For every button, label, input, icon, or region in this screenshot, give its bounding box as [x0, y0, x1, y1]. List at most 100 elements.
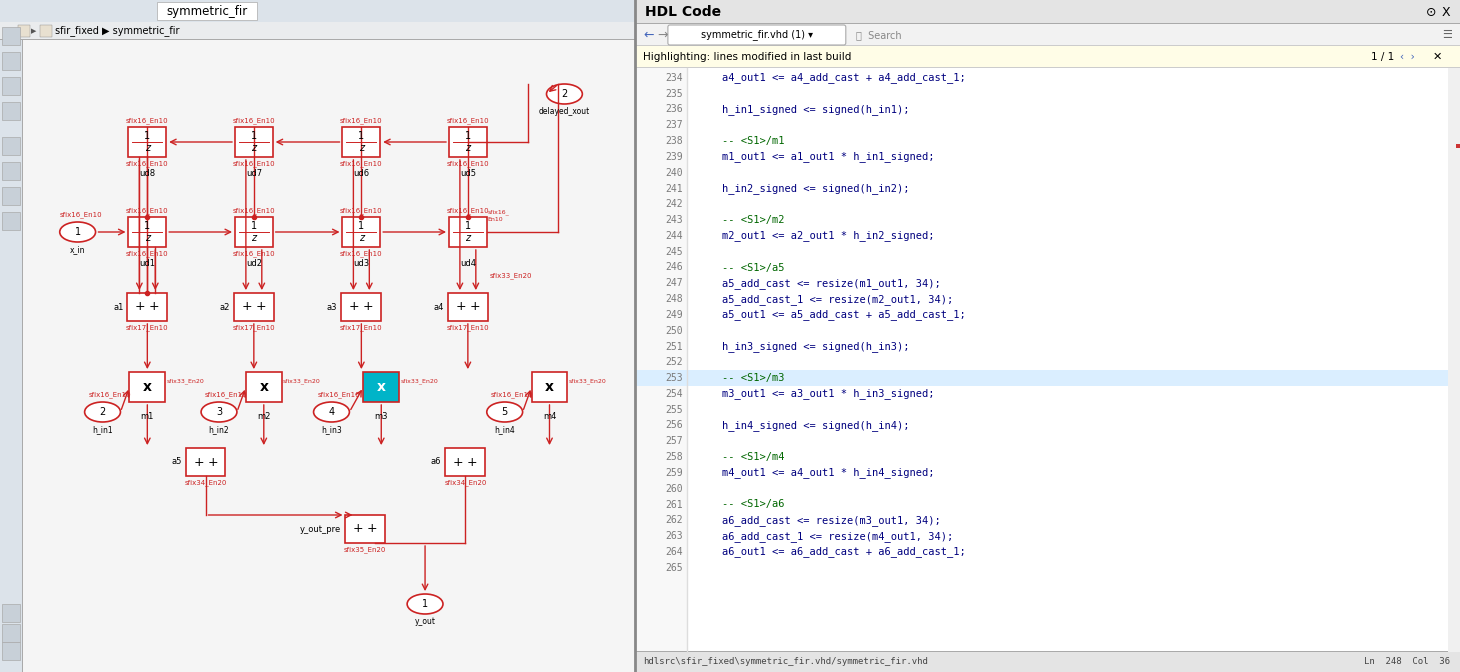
- Text: a2: a2: [219, 302, 231, 312]
- Text: -- <S1>/a6: -- <S1>/a6: [696, 499, 784, 509]
- Text: -- <S1>/m4: -- <S1>/m4: [696, 452, 784, 462]
- Text: 246: 246: [666, 263, 683, 273]
- Text: symmetric_fir.vhd (1) ▾: symmetric_fir.vhd (1) ▾: [701, 30, 813, 40]
- Text: sfix33_En20: sfix33_En20: [489, 272, 533, 279]
- Text: sfix34_En20: sfix34_En20: [444, 479, 486, 486]
- Text: -- <S1>/m2: -- <S1>/m2: [696, 215, 784, 225]
- Text: HDL Code: HDL Code: [645, 5, 721, 19]
- Text: h_in4: h_in4: [495, 425, 515, 434]
- Bar: [635, 45, 1460, 46]
- Text: 5: 5: [502, 407, 508, 417]
- Text: sfix16_En10: sfix16_En10: [126, 207, 169, 214]
- Text: h_in3: h_in3: [321, 425, 342, 434]
- Text: 237: 237: [666, 120, 683, 130]
- Text: sfix16_En10: sfix16_En10: [126, 160, 169, 167]
- Bar: [1448, 68, 1460, 652]
- Text: +: +: [364, 300, 374, 314]
- Text: a5_add_cast_1 <= resize(m2_out1, 34);: a5_add_cast_1 <= resize(m2_out1, 34);: [696, 294, 953, 304]
- Text: ▶: ▶: [31, 28, 36, 34]
- Text: ud8: ud8: [139, 169, 155, 178]
- Text: ✕: ✕: [1432, 52, 1442, 62]
- Text: h_in2: h_in2: [209, 425, 229, 434]
- Text: +: +: [349, 300, 359, 314]
- Text: 1: 1: [145, 131, 150, 141]
- Text: ud7: ud7: [245, 169, 261, 178]
- Bar: [0, 39, 635, 40]
- Text: 1: 1: [358, 221, 365, 231]
- Text: sfir_fixed ▶ symmetric_fir: sfir_fixed ▶ symmetric_fir: [55, 26, 180, 36]
- Bar: [234, 293, 274, 321]
- Text: 234: 234: [666, 73, 683, 83]
- Text: +: +: [366, 523, 378, 536]
- Bar: [185, 448, 225, 476]
- Ellipse shape: [85, 402, 120, 422]
- Text: sfix34_En20: sfix34_En20: [184, 479, 226, 486]
- Bar: [128, 217, 166, 247]
- FancyBboxPatch shape: [667, 25, 845, 45]
- Text: m3: m3: [375, 412, 388, 421]
- Text: 248: 248: [666, 294, 683, 304]
- Text: x: x: [545, 380, 553, 394]
- Text: a1: a1: [112, 302, 124, 312]
- Ellipse shape: [486, 402, 523, 422]
- Ellipse shape: [314, 402, 349, 422]
- Text: 239: 239: [666, 152, 683, 162]
- Bar: [235, 127, 273, 157]
- Bar: [635, 370, 1448, 386]
- Bar: [531, 372, 568, 402]
- Text: a3: a3: [327, 302, 337, 312]
- Text: 247: 247: [666, 278, 683, 288]
- Text: a4: a4: [434, 302, 444, 312]
- Text: 1: 1: [251, 221, 257, 231]
- Bar: [130, 372, 165, 402]
- Text: m3_out1 <= a3_out1 * h_in3_signed;: m3_out1 <= a3_out1 * h_in3_signed;: [696, 388, 934, 399]
- Text: 1: 1: [74, 227, 80, 237]
- Text: +: +: [453, 456, 464, 468]
- Bar: [1, 642, 20, 660]
- Text: z: z: [145, 233, 150, 243]
- Text: sfix33_En20: sfix33_En20: [568, 378, 606, 384]
- Text: sfix17_En10: sfix17_En10: [232, 324, 274, 331]
- Text: ud2: ud2: [245, 259, 261, 268]
- Bar: [0, 0, 635, 22]
- Text: ud4: ud4: [460, 259, 476, 268]
- Text: sfix17_En10: sfix17_En10: [447, 324, 489, 331]
- Text: 265: 265: [666, 562, 683, 573]
- Text: 258: 258: [666, 452, 683, 462]
- Text: 242: 242: [666, 200, 683, 209]
- Text: 235: 235: [666, 89, 683, 99]
- Text: ud6: ud6: [353, 169, 369, 178]
- Text: 264: 264: [666, 547, 683, 557]
- Bar: [364, 372, 399, 402]
- Text: 255: 255: [666, 405, 683, 415]
- Bar: [245, 372, 282, 402]
- Text: z: z: [466, 233, 470, 243]
- Text: a4_out1 <= a4_add_cast + a4_add_cast_1;: a4_out1 <= a4_add_cast + a4_add_cast_1;: [696, 73, 965, 83]
- Bar: [1, 102, 20, 120]
- Text: sfix16_En10: sfix16_En10: [60, 211, 102, 218]
- Bar: [343, 217, 380, 247]
- Text: a6_add_cast <= resize(m3_out1, 34);: a6_add_cast <= resize(m3_out1, 34);: [696, 515, 940, 526]
- Bar: [158, 2, 257, 20]
- Text: 1: 1: [422, 599, 428, 609]
- Bar: [1, 624, 20, 642]
- Text: sfix16_: sfix16_: [488, 209, 510, 215]
- Text: y_out: y_out: [415, 617, 435, 626]
- Text: z: z: [145, 143, 150, 153]
- Text: sfix16_En10: sfix16_En10: [232, 207, 274, 214]
- Text: sfix16_En10: sfix16_En10: [126, 117, 169, 124]
- Text: sfix17_En10: sfix17_En10: [340, 324, 383, 331]
- Text: X: X: [1441, 5, 1450, 19]
- Text: ☰: ☰: [1442, 30, 1453, 40]
- Text: +: +: [134, 300, 146, 314]
- Text: 4: 4: [328, 407, 334, 417]
- Text: ‹  ›: ‹ ›: [1400, 52, 1415, 62]
- Text: +: +: [353, 523, 364, 536]
- Bar: [448, 293, 488, 321]
- Text: +: +: [193, 456, 204, 468]
- Text: hdlsrc\sfir_fixed\symmetric_fir.vhd/symmetric_fir.vhd: hdlsrc\sfir_fixed\symmetric_fir.vhd/symm…: [642, 657, 929, 667]
- Text: 253: 253: [666, 373, 683, 383]
- Text: 1 / 1: 1 / 1: [1371, 52, 1394, 62]
- Text: 236: 236: [666, 105, 683, 114]
- Text: 245: 245: [666, 247, 683, 257]
